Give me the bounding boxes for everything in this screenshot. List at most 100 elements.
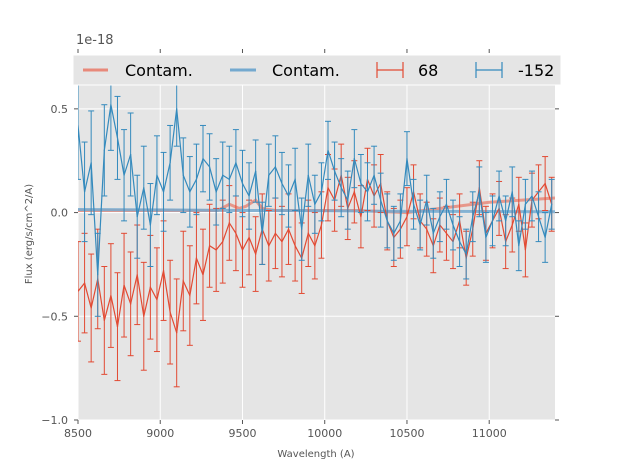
data-point <box>360 216 362 218</box>
legend-swatch-68 <box>376 62 404 78</box>
data-point <box>268 245 270 247</box>
data-point <box>511 191 513 193</box>
x-tick-label: 11000 <box>472 427 507 440</box>
data-point <box>208 245 211 247</box>
ticks: 8500 9000 9500 10000 10500 11000 0.5 0.0 −0.5 −1.… <box>41 49 559 440</box>
data-point <box>195 178 198 180</box>
x-tick-label: 10500 <box>389 427 424 440</box>
data-point <box>518 245 520 247</box>
data-point <box>261 232 263 234</box>
data-point <box>320 191 323 193</box>
y-tick-label: 0.0 <box>51 207 69 220</box>
data-point <box>156 174 158 176</box>
data-point <box>169 311 171 313</box>
y-axis-label: Flux (erg/s/cm^2/A) <box>24 184 35 284</box>
data-point <box>103 149 105 151</box>
data-point <box>169 162 171 164</box>
data-point <box>478 191 480 193</box>
data-point <box>116 137 119 139</box>
data-point <box>162 270 165 272</box>
data-point <box>149 224 151 226</box>
data-point <box>215 249 217 251</box>
data-point <box>78 290 79 292</box>
data-point <box>320 224 323 226</box>
data-point <box>202 274 204 276</box>
data-point <box>241 182 244 185</box>
data-point <box>116 326 119 328</box>
data-point <box>281 182 283 185</box>
data-point <box>314 203 316 205</box>
data-point <box>90 162 92 164</box>
data-point <box>544 182 546 185</box>
data-point <box>406 216 408 218</box>
data-point <box>255 253 257 255</box>
data-point <box>399 220 401 222</box>
data-point <box>412 203 415 205</box>
data-point <box>287 228 290 230</box>
data-point <box>189 191 191 193</box>
data-point <box>97 274 99 276</box>
data-point <box>202 158 204 160</box>
data-point <box>551 203 553 205</box>
data-point <box>78 124 79 127</box>
legend-label-contam-blue: Contam. <box>272 61 340 80</box>
data-point <box>393 232 395 234</box>
legend-label-contam-red: Contam. <box>125 61 193 80</box>
data-point <box>287 195 290 197</box>
x-tick-label: 8500 <box>64 427 92 440</box>
x-tick-label: 9500 <box>228 427 256 440</box>
data-point <box>426 228 428 230</box>
data-point <box>103 319 105 322</box>
data-point <box>531 195 533 197</box>
data-point <box>182 280 184 282</box>
data-point <box>248 236 250 239</box>
data-point <box>452 224 454 226</box>
data-point <box>485 236 487 239</box>
plot-background <box>78 57 555 420</box>
data-point <box>432 232 434 234</box>
data-point <box>235 232 237 234</box>
data-point <box>110 294 112 297</box>
contam-line <box>78 207 555 214</box>
data-point <box>307 232 309 234</box>
data-point <box>143 315 145 317</box>
data-point <box>333 170 336 172</box>
data-point <box>130 303 132 305</box>
x-tick-label: 9000 <box>146 427 174 440</box>
data-point <box>176 332 178 334</box>
data-point <box>353 191 355 193</box>
data-point <box>518 203 520 205</box>
data-point <box>537 216 540 218</box>
legend-swatch-152 <box>475 62 503 78</box>
legend-label-68: 68 <box>418 61 438 80</box>
data-point <box>208 166 211 168</box>
data-point <box>228 222 230 224</box>
data-point <box>340 187 342 189</box>
data-point <box>222 174 224 176</box>
x-axis-label: Wavelength (A) <box>277 449 354 460</box>
plot-clip-group <box>78 58 555 388</box>
data-point <box>472 216 474 218</box>
data-point <box>465 253 467 255</box>
y-tick-label: 0.5 <box>51 103 69 116</box>
data-point <box>136 274 138 276</box>
data-point <box>110 104 112 106</box>
data-point <box>268 174 270 176</box>
data-point <box>83 191 86 193</box>
data-point <box>327 187 329 189</box>
data-point <box>524 249 526 251</box>
data-point <box>301 228 303 230</box>
data-point <box>314 245 316 247</box>
data-point <box>524 203 526 205</box>
data-point <box>347 199 349 201</box>
y-offset-label: 1e-18 <box>76 33 114 48</box>
data-point <box>149 286 151 288</box>
data-point <box>83 282 86 284</box>
data-point <box>176 108 178 110</box>
data-point <box>274 166 276 168</box>
data-point <box>136 216 138 218</box>
data-point <box>439 216 441 218</box>
data-point <box>255 170 257 172</box>
data-point <box>281 241 283 243</box>
